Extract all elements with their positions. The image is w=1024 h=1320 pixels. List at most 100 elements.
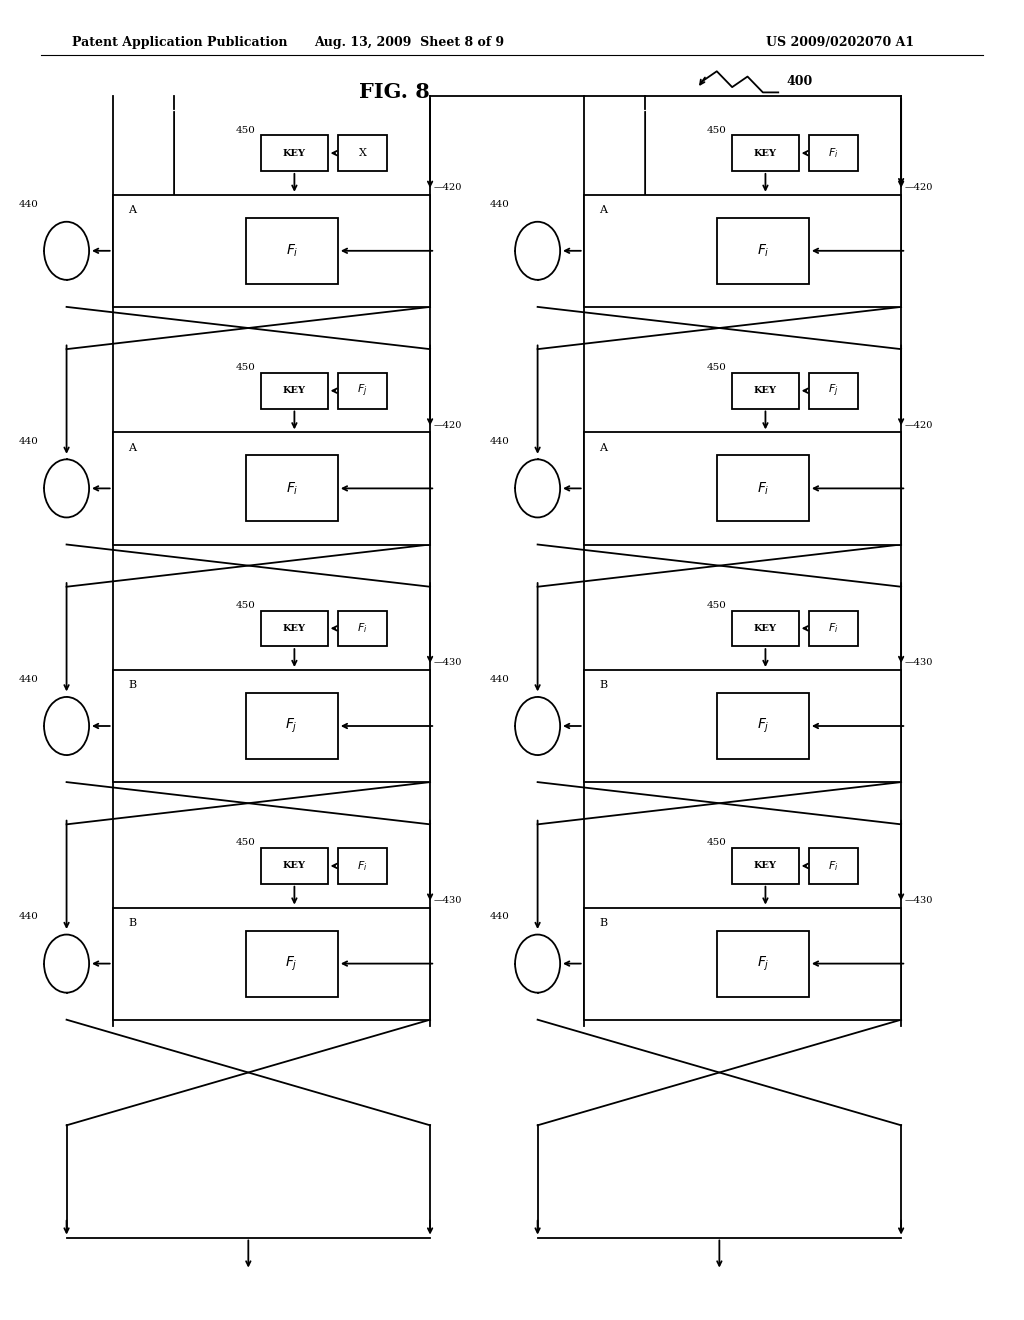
Circle shape (44, 697, 89, 755)
Text: 440: 440 (19, 912, 39, 921)
FancyBboxPatch shape (338, 610, 387, 647)
FancyBboxPatch shape (338, 135, 387, 170)
Text: $F_i$: $F_i$ (286, 243, 298, 259)
FancyBboxPatch shape (732, 610, 799, 647)
Text: —430: —430 (904, 659, 933, 668)
FancyBboxPatch shape (584, 671, 901, 781)
Text: $F_i$: $F_i$ (828, 859, 839, 873)
Text: 450: 450 (237, 363, 256, 372)
FancyBboxPatch shape (113, 671, 430, 781)
FancyBboxPatch shape (732, 847, 799, 884)
Text: 440: 440 (490, 675, 510, 684)
Text: B: B (599, 919, 607, 928)
FancyBboxPatch shape (113, 433, 430, 544)
Text: 450: 450 (237, 601, 256, 610)
Text: 400: 400 (786, 75, 813, 88)
Circle shape (44, 935, 89, 993)
Text: 450: 450 (708, 363, 727, 372)
Text: 440: 440 (19, 675, 39, 684)
FancyBboxPatch shape (246, 218, 338, 284)
Text: $F_i$: $F_i$ (828, 622, 839, 635)
Text: —420: —420 (904, 421, 933, 430)
Text: KEY: KEY (283, 387, 306, 395)
FancyBboxPatch shape (261, 610, 328, 647)
Text: 450: 450 (708, 125, 727, 135)
FancyBboxPatch shape (338, 372, 387, 409)
Text: Patent Application Publication: Patent Application Publication (72, 36, 287, 49)
FancyBboxPatch shape (717, 218, 809, 284)
Text: KEY: KEY (754, 862, 777, 870)
Text: —430: —430 (433, 659, 462, 668)
Text: X: X (358, 148, 367, 158)
Circle shape (515, 459, 560, 517)
Text: A: A (128, 444, 136, 453)
Text: —430: —430 (904, 896, 933, 906)
Text: $F_j$: $F_j$ (757, 954, 769, 973)
FancyBboxPatch shape (717, 455, 809, 521)
Text: —420: —420 (904, 183, 933, 191)
Text: $F_i$: $F_i$ (357, 622, 368, 635)
Circle shape (44, 222, 89, 280)
FancyBboxPatch shape (732, 135, 799, 170)
Text: 440: 440 (490, 437, 510, 446)
Text: FIG. 8: FIG. 8 (358, 82, 430, 103)
Text: B: B (128, 919, 136, 928)
FancyBboxPatch shape (261, 372, 328, 409)
FancyBboxPatch shape (732, 372, 799, 409)
Text: $F_i$: $F_i$ (828, 147, 839, 160)
FancyBboxPatch shape (261, 847, 328, 884)
FancyBboxPatch shape (113, 195, 430, 306)
Text: KEY: KEY (283, 624, 306, 632)
Text: 450: 450 (708, 838, 727, 847)
FancyBboxPatch shape (717, 931, 809, 997)
Text: $F_j$: $F_j$ (828, 383, 839, 399)
Text: KEY: KEY (283, 862, 306, 870)
FancyBboxPatch shape (717, 693, 809, 759)
Text: US 2009/0202070 A1: US 2009/0202070 A1 (766, 36, 913, 49)
FancyBboxPatch shape (246, 455, 338, 521)
Circle shape (515, 697, 560, 755)
Text: $F_j$: $F_j$ (757, 717, 769, 735)
Text: $F_i$: $F_i$ (286, 480, 298, 496)
Text: $F_i$: $F_i$ (357, 859, 368, 873)
Text: 450: 450 (237, 838, 256, 847)
Text: B: B (599, 681, 607, 690)
FancyBboxPatch shape (113, 908, 430, 1019)
Text: A: A (599, 444, 607, 453)
Text: 440: 440 (19, 437, 39, 446)
Text: —420: —420 (433, 421, 462, 430)
Text: B: B (128, 681, 136, 690)
FancyBboxPatch shape (246, 931, 338, 997)
Text: 440: 440 (490, 199, 510, 209)
Text: $F_j$: $F_j$ (286, 954, 298, 973)
Text: $F_j$: $F_j$ (286, 717, 298, 735)
Text: $F_i$: $F_i$ (757, 243, 769, 259)
FancyBboxPatch shape (809, 847, 858, 884)
Text: —420: —420 (433, 183, 462, 191)
Circle shape (515, 222, 560, 280)
FancyBboxPatch shape (338, 847, 387, 884)
FancyBboxPatch shape (809, 372, 858, 409)
Text: 440: 440 (490, 912, 510, 921)
FancyBboxPatch shape (809, 135, 858, 170)
Circle shape (44, 459, 89, 517)
FancyBboxPatch shape (809, 610, 858, 647)
Text: A: A (128, 205, 136, 215)
Text: Aug. 13, 2009  Sheet 8 of 9: Aug. 13, 2009 Sheet 8 of 9 (314, 36, 505, 49)
Text: KEY: KEY (754, 149, 777, 157)
Text: KEY: KEY (754, 624, 777, 632)
Text: 450: 450 (237, 125, 256, 135)
Text: 440: 440 (19, 199, 39, 209)
Text: $F_j$: $F_j$ (357, 383, 368, 399)
Circle shape (515, 935, 560, 993)
FancyBboxPatch shape (584, 195, 901, 306)
FancyBboxPatch shape (261, 135, 328, 170)
FancyBboxPatch shape (584, 433, 901, 544)
Text: A: A (599, 205, 607, 215)
Text: —430: —430 (433, 896, 462, 906)
Text: $F_i$: $F_i$ (757, 480, 769, 496)
FancyBboxPatch shape (246, 693, 338, 759)
Text: 450: 450 (708, 601, 727, 610)
FancyBboxPatch shape (584, 908, 901, 1019)
Text: KEY: KEY (754, 387, 777, 395)
